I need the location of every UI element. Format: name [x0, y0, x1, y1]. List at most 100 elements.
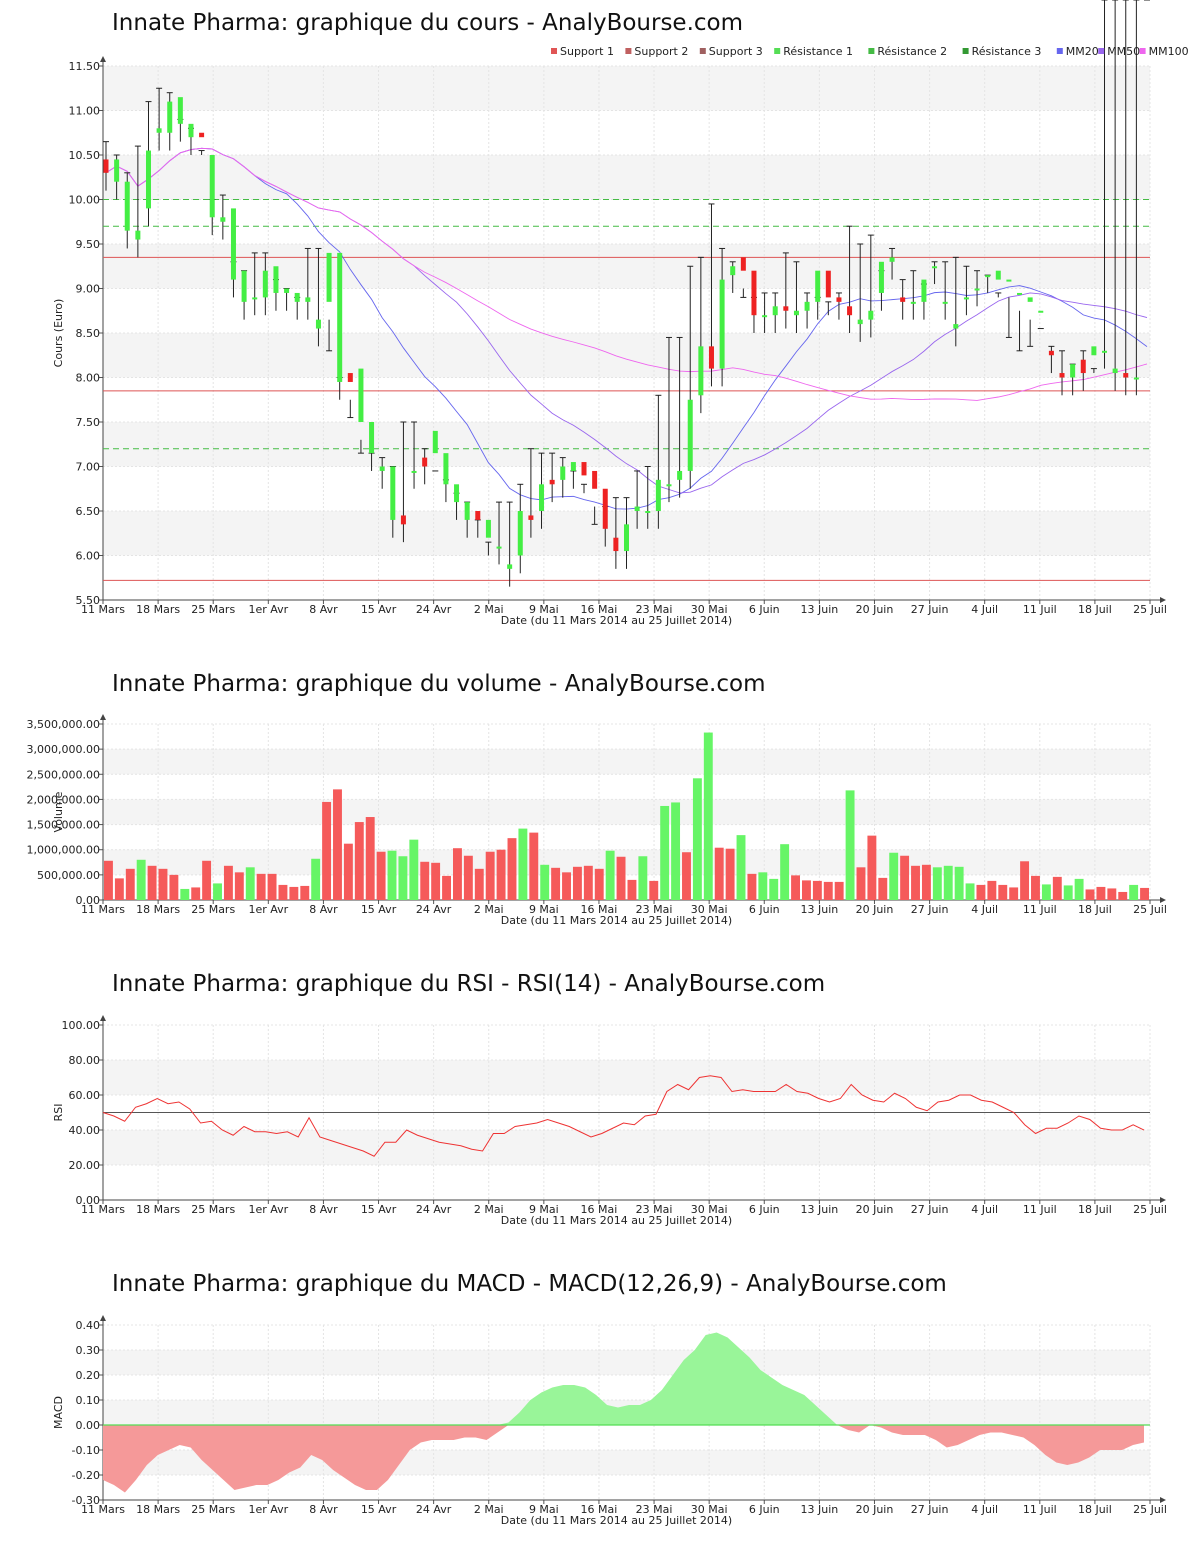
plot-band	[103, 1450, 1150, 1475]
candle-body	[878, 261, 884, 293]
x-tick-label: 24 Avr	[416, 1203, 452, 1216]
x-tick-label: 18 Juil	[1078, 1203, 1112, 1216]
candle-body	[1091, 346, 1097, 356]
volume-bar	[463, 855, 473, 900]
candle-body	[432, 430, 438, 454]
y-tick-label: 2,000,000.00	[27, 793, 100, 806]
candle-body	[560, 466, 566, 480]
candle-body	[1080, 359, 1086, 374]
volume-bar	[453, 848, 462, 900]
y-tick-label: 0.00	[76, 894, 101, 907]
plot-band	[103, 244, 1150, 289]
volume-bar	[758, 872, 768, 900]
candle-body	[539, 484, 545, 511]
y-tick-label: 5.50	[76, 594, 101, 607]
x-tick-label: 13 Juin	[800, 1503, 838, 1516]
x-tick-label: 15 Avr	[361, 1503, 397, 1516]
x-tick-label: 20 Juin	[856, 1203, 894, 1216]
volume-bar	[518, 828, 528, 900]
x-tick-label: 30 Mai	[691, 1503, 728, 1516]
x-tick-label: 15 Avr	[361, 603, 397, 616]
candle-body	[103, 159, 109, 173]
legend-swatch	[962, 48, 969, 54]
x-tick-label: 11 Juil	[1023, 603, 1057, 616]
rsi-chart-title: Innate Pharma: graphique du RSI - RSI(14…	[112, 971, 826, 997]
candle-body	[369, 422, 375, 454]
candle-body	[252, 297, 258, 300]
candle-body	[549, 479, 555, 485]
volume-bar	[1140, 887, 1149, 900]
plot-band	[103, 1400, 1150, 1425]
volume-bar	[311, 858, 321, 900]
plot-band	[103, 1350, 1150, 1375]
candle-body	[326, 252, 332, 302]
x-tick-label: 25 Mars	[191, 603, 235, 616]
y-axis-label: Cours (Euro)	[52, 299, 65, 368]
candle-body	[963, 297, 969, 300]
x-tick-label: 1er Avr	[248, 903, 288, 916]
candle-body	[592, 470, 598, 489]
volume-bar	[616, 856, 626, 900]
macd-negative-area	[103, 1425, 1144, 1493]
x-tick-label: 20 Juin	[856, 603, 894, 616]
x-tick-label: 23 Mai	[636, 1203, 673, 1216]
candle-body	[177, 97, 183, 124]
x-tick-label: 11 Juil	[1023, 1203, 1057, 1216]
y-tick-label: 7.50	[76, 416, 101, 429]
candle-body	[230, 208, 236, 280]
y-tick-label: 9.00	[76, 283, 101, 296]
legend-label: Résistance 3	[972, 45, 1042, 58]
y-tick-label: 0.00	[76, 1194, 101, 1207]
volume-bar	[921, 864, 931, 900]
candle-body	[1048, 350, 1054, 356]
candle-body	[624, 524, 629, 552]
volume-bar	[485, 851, 495, 900]
candle-body	[379, 466, 385, 471]
x-tick-label: 18 Juil	[1078, 603, 1112, 616]
volume-bar	[845, 790, 855, 900]
candle-body	[868, 310, 874, 320]
x-tick-label: 24 Avr	[416, 903, 452, 916]
price-chart: 5.50 6.00 6.50 7.00 7.50 8.00 8.50 9.00 9.50 10.0…	[52, 0, 1189, 627]
candle-body	[857, 319, 863, 325]
legend-label: Résistance 1	[783, 45, 853, 58]
x-tick-label: 9 Mai	[529, 1503, 559, 1516]
x-tick-label: 1er Avr	[248, 1203, 288, 1216]
candle-body	[1059, 373, 1065, 378]
candle-body	[698, 346, 704, 396]
candle-body	[740, 257, 746, 271]
volume-bar	[1107, 888, 1117, 900]
candle-body	[156, 128, 162, 133]
y-tick-label: 3,500,000.00	[27, 718, 100, 731]
x-tick-label: 2 Mai	[474, 1203, 504, 1216]
candle-body	[135, 230, 141, 240]
x-axis-label: Date (du 11 Mars 2014 au 25 Juillet 2014…	[501, 1214, 732, 1227]
volume-bar	[431, 862, 441, 900]
candle-body	[825, 270, 831, 298]
volume-bar	[376, 851, 386, 900]
volume-bar	[1031, 875, 1040, 900]
candle-body	[199, 132, 205, 138]
x-tick-label: 30 Mai	[691, 1203, 728, 1216]
y-tick-label: 6.50	[76, 505, 101, 518]
y-axis-label: RSI	[52, 1104, 65, 1122]
x-tick-label: 16 Mai	[581, 603, 618, 616]
candle-body	[687, 399, 693, 471]
volume-bar	[540, 864, 550, 900]
plot-band	[103, 799, 1150, 825]
y-tick-label: 11.00	[69, 105, 101, 118]
volume-bar	[943, 865, 953, 900]
x-tick-label: 11 Juil	[1023, 903, 1057, 916]
y-tick-label: 20.00	[69, 1159, 101, 1172]
x-tick-label: 4 Juil	[971, 603, 998, 616]
volume-bar	[1096, 886, 1106, 900]
x-tick-label: 18 Mars	[136, 603, 180, 616]
y-tick-label: 3,000,000.00	[27, 743, 100, 756]
volume-bar	[420, 861, 430, 900]
rsi-line	[102, 1075, 1145, 1157]
legend-swatch	[625, 48, 632, 54]
x-tick-label: 18 Juil	[1078, 1503, 1112, 1516]
y-tick-label: 100.00	[62, 1019, 101, 1032]
volume-bar	[245, 867, 255, 900]
candle-body	[804, 301, 810, 311]
